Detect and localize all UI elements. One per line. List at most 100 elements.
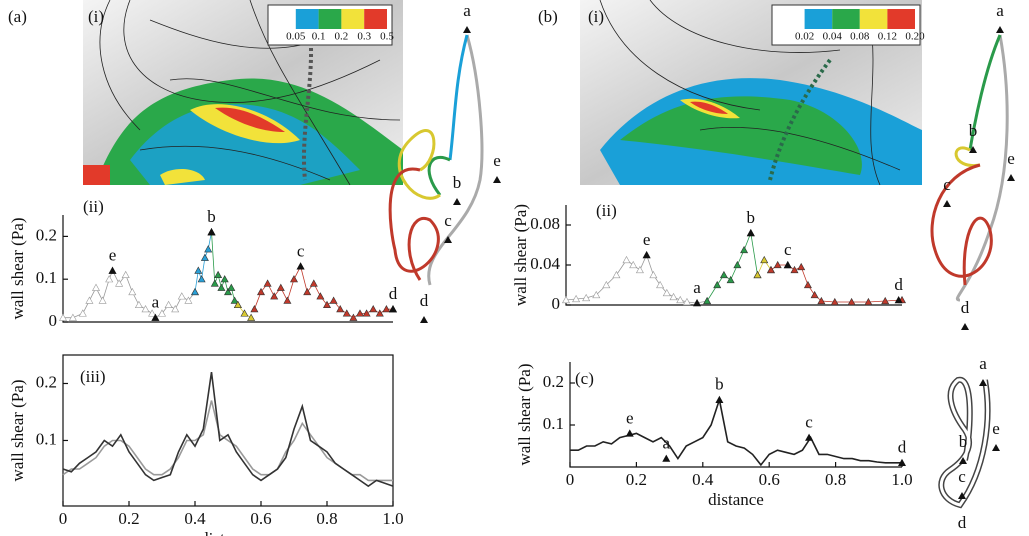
data-point [270, 292, 279, 300]
annotation-marker [898, 458, 906, 466]
y-tick-label: 0.1 [36, 429, 57, 448]
data-point [316, 292, 325, 300]
data-point [309, 279, 318, 287]
annotation-marker [805, 433, 814, 441]
data-point [247, 313, 256, 321]
schematic-label: a [463, 1, 471, 20]
data-point [342, 309, 351, 317]
colorbar-label: 0.04 [823, 31, 843, 43]
data-point [676, 295, 685, 304]
colorbar-swatch [887, 9, 915, 29]
schematic-marker [958, 492, 966, 499]
y-axis-label: wall shear (Pa) [8, 218, 27, 320]
x-tick-label: 0.6 [250, 509, 271, 528]
x-tick-label: 1.0 [891, 470, 912, 489]
data-point [682, 297, 691, 306]
x-tick-label: 0.2 [118, 509, 139, 528]
data-point [58, 313, 68, 321]
schematic-label: d [420, 291, 429, 310]
panel-label: (c) [575, 369, 594, 388]
schematic-marker [453, 198, 461, 205]
schematic-label: b [959, 432, 968, 451]
data-point [602, 280, 611, 289]
data-point [382, 305, 391, 313]
y-tick-label: 0.1 [36, 268, 57, 287]
y-tick-label: 0.2 [543, 372, 564, 391]
annotation-label: e [643, 230, 651, 249]
panel-label: (ii) [596, 201, 617, 220]
series-line [570, 396, 902, 467]
data-point [669, 292, 678, 301]
series-line [194, 232, 212, 293]
colorbar-swatch [859, 9, 888, 29]
panel-label: (i) [88, 7, 104, 26]
colorbar-swatch [364, 9, 387, 29]
data-point [283, 296, 292, 304]
data-point [190, 287, 200, 296]
annotation-marker [625, 429, 634, 437]
panel-label: (a) [8, 7, 27, 26]
schematic-label: b [453, 173, 462, 192]
data-point [210, 279, 219, 287]
series-line [706, 231, 758, 302]
schematic-marker [943, 200, 951, 207]
colorbar-label: 0.2 [335, 31, 349, 43]
data-point [164, 300, 173, 308]
x-tick-label: 0.4 [184, 509, 206, 528]
chart: 0 0.1 0.2 wall shear (Pa) (ii) e a b c d [8, 197, 398, 330]
data-point [250, 305, 259, 313]
colorbar-label: 0.1 [312, 31, 326, 43]
y-tick-label: 0.08 [530, 214, 560, 233]
x-tick-label: 1.0 [382, 509, 403, 528]
data-point [592, 290, 601, 299]
schematic-marker [493, 176, 501, 183]
x-axis-label: distance [200, 529, 256, 536]
annotation-marker [783, 261, 792, 269]
data-point [817, 296, 826, 305]
x-axis-label: distance [708, 490, 764, 509]
axes [565, 205, 902, 306]
data-point [355, 309, 365, 317]
data-point [303, 287, 312, 296]
data-point [797, 262, 806, 271]
annotation-label: e [109, 246, 117, 265]
colorbar-swatch [777, 9, 805, 29]
data-point [830, 297, 839, 306]
schematic-marker [444, 236, 452, 243]
colorbar-swatch [295, 9, 319, 29]
data-point [726, 275, 735, 284]
schematic-c [938, 376, 991, 509]
data-point [204, 245, 213, 253]
x-tick-label: 0.8 [825, 470, 846, 489]
data-point [740, 245, 749, 254]
panel-label: (b) [538, 7, 558, 26]
x-tick-label: 0.4 [692, 470, 714, 489]
data-point [263, 279, 272, 287]
y-tick-label: 0.2 [36, 225, 57, 244]
data-point [561, 295, 571, 304]
annotation-label: a [663, 434, 671, 453]
data-point [128, 287, 137, 296]
axes [569, 362, 902, 468]
annotation-marker [642, 251, 651, 259]
data-point [719, 270, 728, 279]
data-point [276, 283, 285, 291]
data-point [612, 270, 621, 279]
colorbar-swatch [318, 9, 342, 29]
x-tick-label: 0 [566, 470, 575, 489]
colorbar-swatch [273, 9, 296, 29]
annotation-marker [207, 228, 216, 236]
annotation-marker [894, 296, 903, 304]
chart: 0.1 0.2 0 0.2 0.4 0.6 0.8 1.0 wall shear (Pa) dis… [515, 362, 913, 509]
data-point [121, 270, 130, 279]
data-point [227, 283, 236, 291]
data-point [171, 305, 180, 313]
data-point [622, 255, 631, 264]
schematic-label: e [493, 151, 501, 170]
schematic-marker [996, 26, 1004, 33]
y-tick-label: 0 [552, 294, 561, 313]
schematic-a [388, 34, 484, 286]
annotation-label: a [152, 293, 160, 312]
chart: 0.1 0.2 0 0.2 0.4 0.6 0.8 1.0 wall shear (Pa) dis… [8, 354, 404, 536]
annotation-label: d [898, 438, 907, 457]
